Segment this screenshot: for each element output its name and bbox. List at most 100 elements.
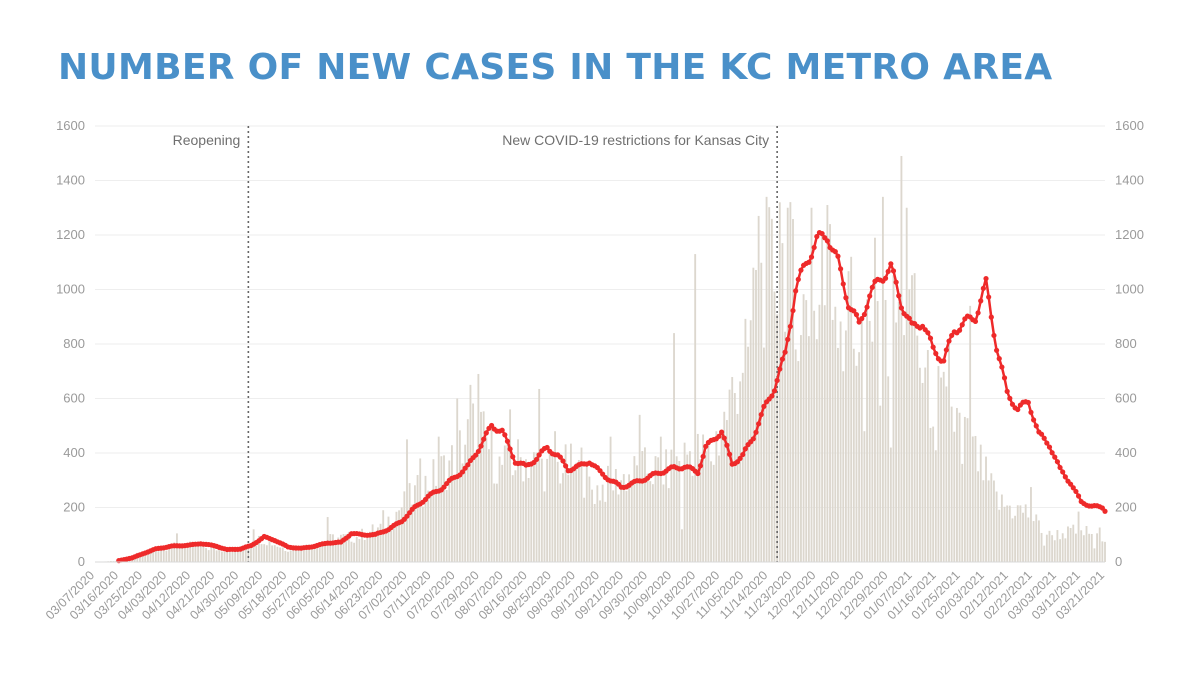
- line-point: [1033, 423, 1039, 429]
- line-point: [999, 364, 1005, 370]
- bar: [641, 451, 644, 562]
- bar: [731, 377, 734, 562]
- bar: [390, 527, 393, 562]
- bar: [580, 447, 583, 562]
- bar: [284, 551, 287, 562]
- line-point: [557, 454, 563, 460]
- bar: [1080, 530, 1083, 562]
- bar: [572, 471, 575, 562]
- bar: [443, 455, 445, 562]
- bar: [562, 473, 564, 562]
- bar: [461, 463, 464, 562]
- bar: [757, 215, 760, 563]
- bar: [876, 301, 879, 562]
- bar: [1024, 504, 1027, 562]
- bar: [789, 202, 792, 562]
- bar: [665, 449, 668, 562]
- annotations: Reopening New COVID-19 restrictions for K…: [173, 126, 778, 562]
- line-point: [824, 238, 830, 244]
- line-point: [988, 314, 994, 320]
- bar: [318, 543, 321, 562]
- y-tick-label-right: 200: [1115, 500, 1137, 515]
- bar: [620, 480, 623, 562]
- bar: [786, 207, 789, 562]
- bar: [525, 459, 527, 562]
- bar: [863, 431, 866, 562]
- bar: [506, 441, 509, 562]
- bar: [591, 489, 593, 562]
- bar: [400, 507, 403, 562]
- bar: [744, 318, 747, 562]
- bar: [593, 503, 596, 562]
- bar: [691, 475, 694, 562]
- line-point: [1073, 488, 1079, 495]
- bar: [596, 485, 599, 562]
- bar: [934, 450, 937, 562]
- bar: [451, 445, 453, 562]
- bar: [741, 372, 744, 562]
- line-point: [890, 268, 897, 274]
- bar: [755, 269, 757, 562]
- bar: [308, 546, 311, 562]
- bar: [239, 546, 242, 562]
- bar: [982, 480, 985, 562]
- bar: [887, 376, 890, 562]
- bar: [839, 321, 842, 562]
- bar: [675, 456, 678, 562]
- bar: [609, 436, 612, 562]
- line-point: [507, 446, 513, 452]
- bar: [213, 546, 215, 562]
- bar: [794, 349, 797, 562]
- line-point: [1031, 417, 1037, 423]
- bar: [842, 371, 845, 562]
- bar: [1059, 539, 1061, 562]
- bar: [1043, 545, 1046, 562]
- bar: [1053, 540, 1056, 562]
- bar: [228, 552, 231, 562]
- line-point: [808, 254, 815, 260]
- line-point: [1015, 406, 1021, 413]
- bar: [144, 552, 147, 562]
- bar: [607, 465, 609, 562]
- line-point: [1007, 395, 1013, 401]
- bar: [350, 541, 353, 562]
- bar: [474, 454, 477, 562]
- line-point: [700, 453, 706, 460]
- bar: [678, 461, 681, 562]
- bar: [250, 546, 252, 562]
- y-tick-label-right: 1200: [1115, 227, 1144, 242]
- bar: [321, 541, 324, 562]
- bar: [770, 218, 773, 563]
- line-point: [1062, 474, 1068, 480]
- bar: [276, 546, 279, 562]
- bar: [704, 451, 707, 562]
- bar: [273, 545, 276, 562]
- bar: [567, 474, 570, 562]
- bar: [355, 537, 358, 562]
- bar: [493, 483, 496, 562]
- bar: [316, 547, 319, 562]
- line-point: [737, 455, 743, 462]
- bar: [242, 547, 244, 562]
- y-tick-label-right: 1000: [1115, 282, 1144, 297]
- bar: [326, 517, 329, 562]
- bar: [403, 491, 406, 562]
- y-tick-label-right: 1400: [1115, 173, 1144, 188]
- bar: [247, 546, 250, 562]
- bar: [940, 377, 942, 562]
- bar: [958, 412, 961, 562]
- bar: [490, 429, 493, 562]
- line-point: [906, 315, 912, 321]
- line-point: [1102, 508, 1108, 514]
- line-point: [740, 451, 746, 458]
- bar: [173, 542, 176, 562]
- bar: [604, 501, 607, 562]
- bar: [353, 542, 356, 562]
- bar: [1072, 524, 1075, 562]
- line-point: [1068, 481, 1074, 487]
- bar: [855, 365, 858, 562]
- bar: [736, 413, 739, 562]
- bar: [858, 352, 861, 562]
- line-point: [956, 327, 963, 333]
- bar: [971, 436, 974, 562]
